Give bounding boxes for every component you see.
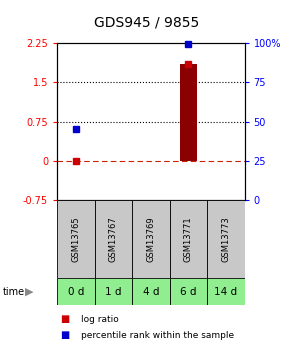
Bar [57,278,95,305]
Bar [95,200,132,278]
Bar [170,278,207,305]
Text: 14 d: 14 d [214,287,237,296]
Text: time: time [3,287,25,296]
Bar [170,200,207,278]
Text: ■: ■ [60,331,69,340]
Text: GSM13773: GSM13773 [222,216,230,262]
Text: GSM13771: GSM13771 [184,216,193,262]
Text: log ratio: log ratio [81,315,118,324]
Bar [132,278,170,305]
Text: ■: ■ [60,314,69,324]
Text: GSM13765: GSM13765 [71,216,80,262]
Text: GSM13769: GSM13769 [146,216,155,262]
Text: 4 d: 4 d [143,287,159,296]
Text: 0 d: 0 d [68,287,84,296]
Text: GSM13767: GSM13767 [109,216,118,262]
Bar [207,200,245,278]
Bar [57,200,95,278]
Bar [95,278,132,305]
Bar [207,278,245,305]
Text: GDS945 / 9855: GDS945 / 9855 [94,16,199,30]
Text: ▶: ▶ [25,287,33,296]
Text: 6 d: 6 d [180,287,197,296]
Bar [180,64,197,161]
Bar [132,200,170,278]
Text: 1 d: 1 d [105,287,122,296]
Text: percentile rank within the sample: percentile rank within the sample [81,331,234,340]
